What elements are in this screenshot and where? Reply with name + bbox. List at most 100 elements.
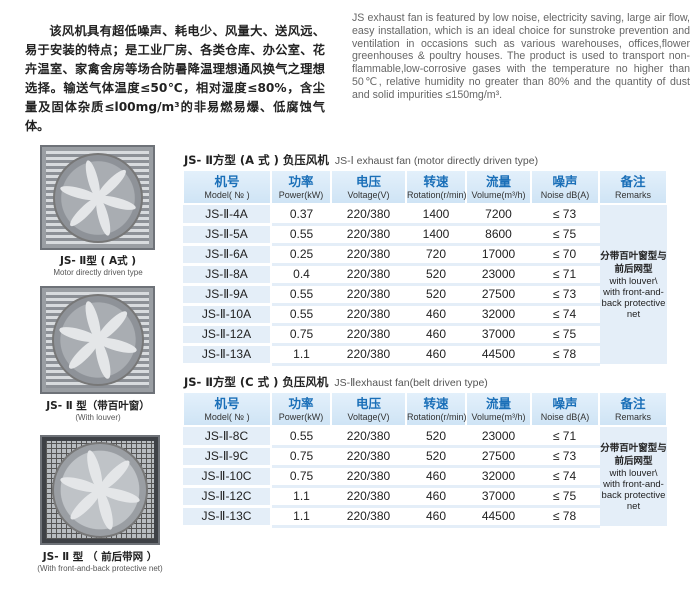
table-cell: 220/380	[331, 506, 406, 528]
intro-english: JS exhaust fan is featured by low noise,…	[352, 12, 690, 101]
remarks-cell: 分带百叶窗型与前后网型 with louver\ with front-and-b…	[598, 426, 667, 526]
table-cell: 27500	[466, 284, 531, 306]
table-cell: 17000	[466, 244, 531, 266]
table-cell: 0.55	[271, 426, 331, 448]
table-cell: 27500	[466, 446, 531, 468]
table-row: JS-Ⅱ-5A 0.55 220/380 1400 8600 ≤ 75	[183, 224, 667, 246]
table-row: JS-Ⅱ-10A 0.55 220/380 460 32000 ≤ 74	[183, 304, 667, 326]
table-cell: 220/380	[331, 486, 406, 508]
table-cell: 220/380	[331, 224, 406, 246]
remarks-cell: 分带百叶窗型与前后网型 with louver\ with front-and-b…	[598, 204, 667, 364]
table-cell: 0.55	[271, 304, 331, 326]
table-cell: 1.1	[271, 486, 331, 508]
table-cell: ≤ 73	[531, 204, 599, 226]
table-cell: ≤ 73	[531, 284, 599, 306]
column-header: 流量 Volume(m³/h)	[465, 391, 532, 427]
table-cell: JS-Ⅱ-9C	[183, 446, 272, 468]
table-cell: 7200	[466, 204, 531, 226]
fan-image-louver	[40, 286, 155, 394]
table-cell: 32000	[466, 304, 531, 326]
table-cell: 0.75	[271, 324, 331, 346]
table-cell: JS-Ⅱ-6A	[183, 244, 272, 266]
table-cell: ≤ 75	[531, 486, 599, 508]
table-cell: 1.1	[271, 506, 331, 528]
column-header: 噪声 Noise dB(A)	[530, 169, 600, 205]
table-cell: ≤ 78	[531, 506, 599, 528]
table-cell: JS-Ⅱ-10C	[183, 466, 272, 488]
table-cell: 220/380	[331, 344, 406, 366]
spec-table-a: 机号 Model( № ) 功率 Power(kW) 电压 Voltage(V) 转速 Rot…	[182, 169, 668, 366]
table-cell: 460	[406, 324, 466, 346]
fan-image-direct-driven	[40, 145, 155, 250]
table-cell: 220/380	[331, 426, 406, 448]
table-cell: 460	[406, 344, 466, 366]
table-cell: ≤ 71	[531, 264, 599, 286]
table-cell: ≤ 74	[531, 466, 599, 488]
table-cell: 220/380	[331, 204, 406, 226]
header-row: 机号 Model( № ) 功率 Power(kW) 电压 Voltage(V) 转速 Rot…	[182, 391, 668, 427]
table-cell: JS-Ⅱ-13C	[183, 506, 272, 528]
table-cell: 220/380	[331, 244, 406, 266]
table-cell: 0.55	[271, 224, 331, 246]
table-cell: 0.4	[271, 264, 331, 286]
table-cell: ≤ 73	[531, 446, 599, 468]
table-cell: 1.1	[271, 344, 331, 366]
table-cell: 220/380	[331, 466, 406, 488]
table-cell: 1400	[406, 224, 466, 246]
table-row: JS-Ⅱ-13A 1.1 220/380 460 44500 ≤ 78	[183, 344, 667, 366]
table-cell: 0.37	[271, 204, 331, 226]
table-cell: JS-Ⅱ-13A	[183, 344, 272, 366]
header-row: 机号 Model( № ) 功率 Power(kW) 电压 Voltage(V) 转速 Rot…	[182, 169, 668, 205]
column-header: 转速 Rotation(r/min)	[405, 391, 467, 427]
table-row: JS-Ⅱ-10C 0.75 220/380 460 32000 ≤ 74	[183, 466, 667, 488]
table-cell: 0.55	[271, 284, 331, 306]
table-cell: 32000	[466, 466, 531, 488]
column-header: 噪声 Noise dB(A)	[530, 391, 600, 427]
intro-chinese: 该风机具有超低噪声、耗电少、风量大、送风远、易于安装的特点；是工业厂房、各类仓库…	[25, 24, 325, 133]
column-header: 功率 Power(kW)	[270, 169, 332, 205]
table-cell: ≤ 75	[531, 324, 599, 346]
table-row: JS-Ⅱ-9C 0.75 220/380 520 27500 ≤ 73	[183, 446, 667, 468]
table-cell: 460	[406, 486, 466, 508]
table-cell: 220/380	[331, 264, 406, 286]
table-cell: 460	[406, 466, 466, 488]
table-cell: 8600	[466, 224, 531, 246]
table-row: JS-Ⅱ-12A 0.75 220/380 460 37000 ≤ 75	[183, 324, 667, 346]
table-cell: 520	[406, 284, 466, 306]
table-cell: JS-Ⅱ-4A	[183, 204, 272, 226]
table-cell: 520	[406, 446, 466, 468]
table-cell: JS-Ⅱ-8A	[183, 264, 272, 286]
table-row: JS-Ⅱ-8A 0.4 220/380 520 23000 ≤ 71	[183, 264, 667, 286]
table-cell: JS-Ⅱ-12A	[183, 324, 272, 346]
table-cell: JS-Ⅱ-9A	[183, 284, 272, 306]
table-cell: ≤ 74	[531, 304, 599, 326]
column-header: 电压 Voltage(V)	[330, 169, 407, 205]
table-cell: ≤ 70	[531, 244, 599, 266]
table-cell: JS-Ⅱ-5A	[183, 224, 272, 246]
table-cell: 44500	[466, 506, 531, 528]
table-cell: 460	[406, 304, 466, 326]
table-c-title: JS- Ⅱ方型 (C 式 ) 负压风机 JS-Ⅱexhaust fan(belt …	[184, 375, 488, 389]
table-cell: 0.25	[271, 244, 331, 266]
column-header: 功率 Power(kW)	[270, 391, 332, 427]
table-cell: 23000	[466, 426, 531, 448]
table-cell: JS-Ⅱ-12C	[183, 486, 272, 508]
table-row: JS-Ⅱ-12C 1.1 220/380 460 37000 ≤ 75	[183, 486, 667, 508]
column-header: 机号 Model( № )	[182, 391, 272, 427]
table-cell: 220/380	[331, 284, 406, 306]
table-cell: 220/380	[331, 304, 406, 326]
table-cell: 1400	[406, 204, 466, 226]
column-header: 流量 Volume(m³/h)	[465, 169, 532, 205]
table-row: JS-Ⅱ-8C 0.55 220/380 520 23000 ≤ 71 分带百叶窗型与前后网…	[183, 426, 667, 526]
table-cell: 520	[406, 264, 466, 286]
table-cell: 0.75	[271, 466, 331, 488]
product-caption: JS- Ⅱ 型 （ 前后带网 ） (With front-and-back pro…	[37, 551, 163, 573]
table-cell: 520	[406, 426, 466, 448]
table-row: JS-Ⅱ-4A 0.37 220/380 1400 7200 ≤ 73 分带百叶窗型与前后网…	[183, 204, 667, 364]
column-header: 备注 Remarks	[598, 391, 668, 427]
table-cell: 37000	[466, 486, 531, 508]
table-row: JS-Ⅱ-6A 0.25 220/380 720 17000 ≤ 70	[183, 244, 667, 266]
column-header: 机号 Model( № )	[182, 169, 272, 205]
table-cell: 0.75	[271, 446, 331, 468]
product-caption: JS- Ⅱ 型（带百叶窗） (With louver)	[46, 400, 150, 422]
